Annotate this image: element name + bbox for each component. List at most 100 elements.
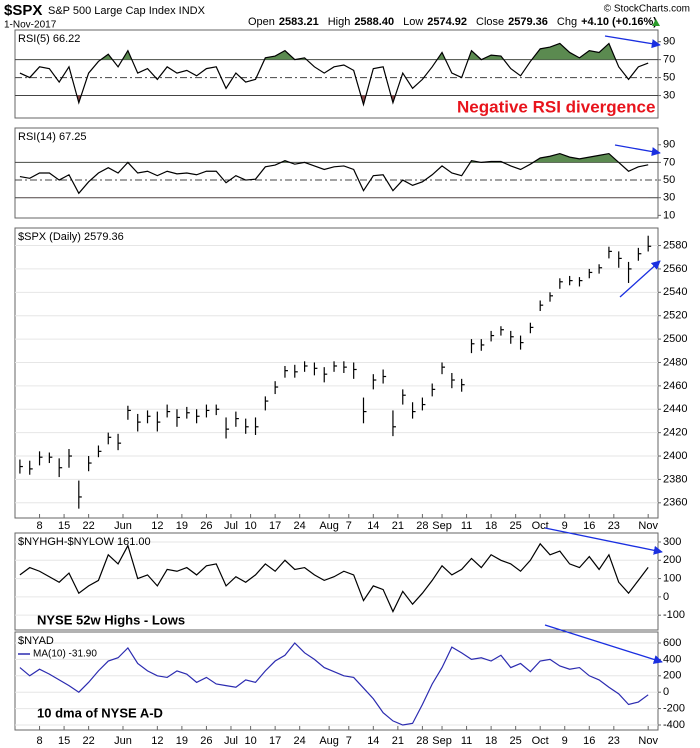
x-tick-label: 17 (269, 735, 281, 747)
y-tick-label: 50 (663, 71, 675, 83)
x-tick-label: 16 (583, 735, 595, 747)
x-tick-label: 18 (485, 735, 497, 747)
x-tick-label: 8 (36, 735, 42, 747)
x-tick-label: 24 (294, 520, 306, 532)
up-arrow (652, 19, 660, 26)
x-tick-label: 21 (392, 735, 404, 747)
data-line (19, 642, 649, 726)
x-tick-label: 9 (562, 520, 568, 532)
divergence-arrows (544, 35, 663, 664)
symbol: $SPX (4, 2, 42, 19)
panel-frame (14, 532, 659, 631)
y-tick-label: 2580 (663, 239, 687, 251)
x-tick-label: Jun (114, 520, 132, 532)
panel-frame (14, 127, 659, 219)
y-tick-label: 30 (663, 192, 675, 204)
x-tick-label: 11 (461, 520, 472, 532)
y-tick-label: 90 (663, 139, 675, 151)
date: 1-Nov-2017 (4, 20, 57, 31)
y-tick-label: 70 (663, 54, 675, 66)
annotation: Negative RSI divergence (457, 97, 655, 116)
overbought-fill (100, 43, 616, 60)
x-tick-label: Jul (224, 520, 238, 532)
y-tick-label: 600 (663, 637, 681, 649)
y-tick-label: 2520 (663, 310, 687, 322)
x-tick-label: Sep (432, 735, 452, 747)
y-tick-label: 0 (663, 591, 669, 603)
x-tick-label: 8 (36, 520, 42, 532)
arrow (604, 35, 661, 49)
x-tick-label: 24 (294, 735, 306, 747)
x-tick-label: Oct (532, 520, 549, 532)
panel-frame (14, 29, 659, 119)
y-tick-label: 2560 (663, 263, 687, 275)
y-tick-label: -100 (663, 609, 685, 621)
y-tick-label: 10 (663, 209, 675, 221)
panel-title: $NYAD (18, 635, 54, 647)
y-tick-label: 2420 (663, 427, 687, 439)
x-tick-label: 26 (200, 735, 212, 747)
x-tick-label: 23 (608, 735, 620, 747)
data-line (19, 152, 649, 195)
x-tick-label: Jul (224, 735, 238, 747)
overbought-fill (281, 153, 619, 163)
arrow (619, 260, 661, 298)
annotation: 10 dma of NYSE A-D (37, 705, 163, 720)
x-tick-label: 10 (244, 735, 256, 747)
quote-label: Open (248, 16, 275, 28)
quote-label: Chg (557, 16, 577, 28)
x-tick-label: 7 (346, 735, 352, 747)
index-name: S&P 500 Large Cap Index INDX (48, 5, 206, 17)
x-tick-label: 25 (510, 735, 522, 747)
y-tick-label: 0 (663, 686, 669, 698)
data-line (19, 542, 649, 613)
x-tick-label: 28 (416, 520, 428, 532)
quote-label: Close (476, 16, 504, 28)
y-tick-label: -400 (663, 719, 685, 731)
y-tick-label: 2380 (663, 473, 687, 485)
y-tick-label: 2440 (663, 403, 687, 415)
y-tick-label: 30 (663, 89, 675, 101)
y-tick-label: -200 (663, 703, 685, 715)
y-tick-label: 2400 (663, 450, 687, 462)
y-tick-label: 200 (663, 670, 681, 682)
panel-frame (14, 631, 659, 731)
panel-frame (14, 227, 659, 519)
y-tick-label: 2460 (663, 380, 687, 392)
x-tick-label: 23 (608, 520, 620, 532)
x-tick-label: 16 (583, 520, 595, 532)
x-tick-label: 14 (367, 735, 379, 747)
x-tick-label: 19 (176, 520, 188, 532)
quote-value: 2583.21 (279, 16, 319, 28)
y-tick-label: 400 (663, 653, 681, 665)
x-tick-label: 14 (367, 520, 379, 532)
panel-title: RSI(5) 66.22 (18, 33, 80, 45)
x-tick-label: 22 (83, 520, 95, 532)
quote: Open 2583.21 High 2588.40 Low 2574.92 Close 257… (248, 16, 657, 28)
panel-title: RSI(14) 67.25 (18, 131, 86, 143)
quote-value: 2574.92 (427, 16, 467, 28)
y-tick-label: 2480 (663, 356, 687, 368)
x-tick-label: 28 (416, 735, 428, 747)
x-tick-label: 18 (485, 520, 497, 532)
x-tick-label: Nov (638, 735, 658, 747)
x-tick-label: 25 (510, 520, 522, 532)
x-tick-label: 22 (83, 735, 95, 747)
panel-title: $SPX (Daily) 2579.36 (18, 231, 124, 243)
arrow (544, 624, 663, 664)
x-tick-label: 11 (461, 735, 472, 747)
x-tick-label: 12 (151, 520, 163, 532)
legend-label: MA(10) -31.90 (33, 649, 97, 660)
quote-value: 2579.36 (508, 16, 548, 28)
quote-label: Low (403, 16, 423, 28)
y-tick-label: 2360 (663, 497, 687, 509)
x-tick-label: 7 (346, 520, 352, 532)
x-tick-label: 17 (269, 520, 281, 532)
annotation: NYSE 52w Highs - Lows (37, 612, 185, 627)
x-tick-label: 19 (176, 735, 188, 747)
x-tick-label: 21 (392, 520, 404, 532)
x-tick-label: Nov (638, 520, 658, 532)
y-tick-label: 2500 (663, 333, 687, 345)
